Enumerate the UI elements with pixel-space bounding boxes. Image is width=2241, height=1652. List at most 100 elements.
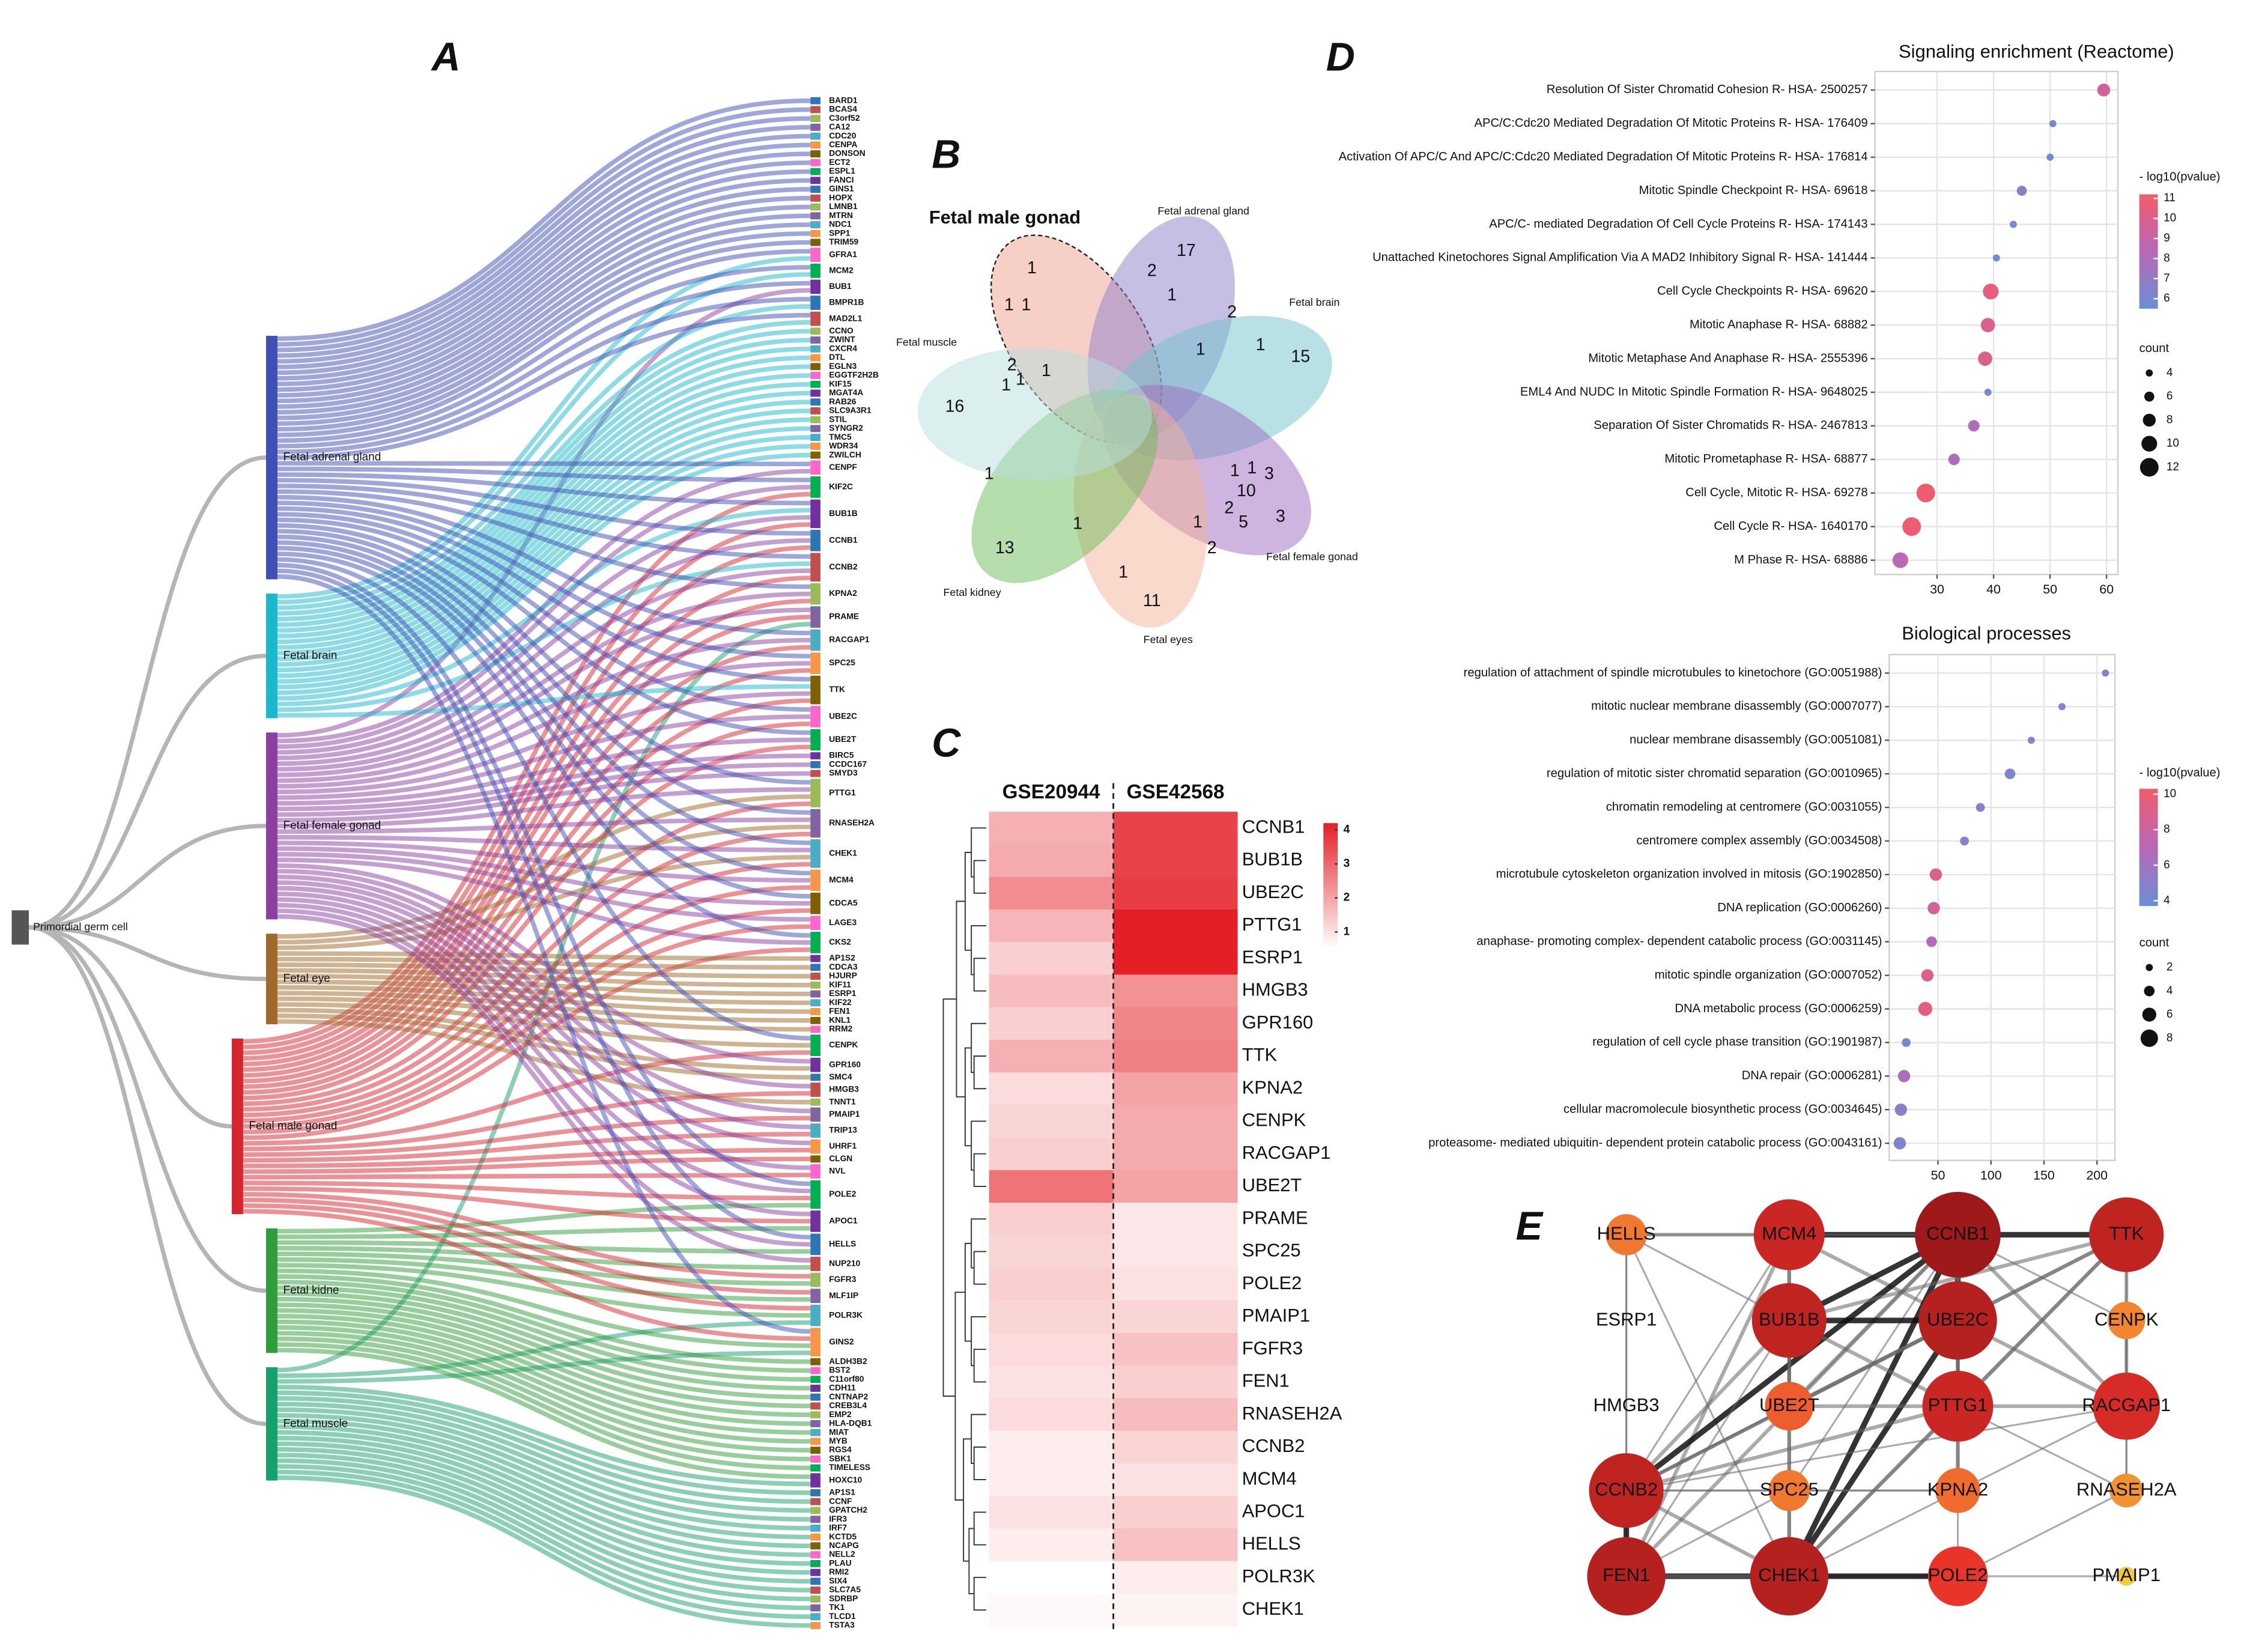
gene-label: BCAS4 [829, 105, 857, 114]
heat-cell [989, 1333, 1114, 1366]
dendrogram [973, 1055, 986, 1090]
flow [243, 1050, 811, 1146]
y-tick-label: Mitotic Prometaphase R- HSA- 68877 [1664, 452, 1867, 466]
region-count: 1 [1001, 375, 1011, 395]
flow [277, 1424, 811, 1549]
flow [277, 523, 811, 785]
gene-label: NCAPG [829, 1541, 859, 1550]
gene-node [810, 1304, 820, 1326]
node-label: TTK [2109, 1223, 2144, 1244]
gene-node [810, 1272, 820, 1287]
dendrogram [954, 1292, 965, 1501]
flow [277, 98, 811, 341]
gene-node [810, 1328, 820, 1356]
dot [1921, 969, 1934, 982]
dot [1984, 389, 1992, 396]
flow [277, 1401, 811, 1513]
y-tick-label: centromere complex assembly (GO:0034508) [1636, 834, 1882, 847]
heat-cell [989, 1137, 1114, 1171]
y-tick-label: Unattached Kinetochores Signal Amplifica… [1372, 251, 1868, 264]
y-tick-label: regulation of attachment of spindle micr… [1464, 666, 1882, 679]
y-tick-label: Mitotic Anaphase R- HSA- 68882 [1690, 318, 1868, 332]
dot [2027, 736, 2035, 744]
y-tick-label: Mitotic Spindle Checkpoint R- HSA- 69618 [1639, 184, 1868, 197]
gene-label: TIMELESS [829, 1463, 870, 1472]
gene-label: NDC1 [829, 220, 852, 229]
gene-label: PLAU [829, 1558, 852, 1567]
node [1765, 1382, 1814, 1431]
gene-label: SYNGR2 [829, 424, 863, 433]
gene-node [810, 141, 820, 149]
dot [2046, 153, 2054, 161]
colorbar-label: 8 [2164, 252, 2170, 264]
heat-cell [989, 1398, 1114, 1432]
dot [1927, 902, 1940, 915]
flow [277, 897, 811, 1194]
gene-node [810, 106, 820, 114]
flow [277, 1347, 811, 1480]
size-legend-label: 4 [2167, 985, 2173, 997]
flow [277, 545, 811, 899]
region-count: 2 [1207, 538, 1217, 557]
y-tick-label: regulation of mitotic sister chromatid s… [1547, 767, 1882, 780]
flow [277, 914, 811, 1263]
flow [277, 540, 811, 876]
gene-label: AP1S2 [829, 953, 855, 962]
gene-label: CENPK [829, 1040, 858, 1049]
gene-node [810, 380, 820, 388]
node-label: RACGAP1 [2082, 1394, 2171, 1415]
panel-label: E [1516, 1204, 1544, 1248]
flow [277, 196, 811, 404]
dendrogram [973, 958, 986, 992]
plot-frame [1874, 70, 2119, 575]
flow [277, 1413, 811, 1531]
gene-label: GPR160 [829, 1060, 861, 1069]
gene-label: KIF15 [829, 379, 852, 388]
heat-cell [989, 844, 1114, 878]
gene-label: RMI2 [829, 1567, 849, 1576]
row-label: ESRP1 [1242, 946, 1303, 967]
colorbar-label: 4 [1344, 824, 1350, 836]
panel-label: D [1326, 35, 1355, 80]
flow [277, 1296, 811, 1400]
row-label: PRAME [1242, 1207, 1308, 1228]
set-label: Fetal male gonad [929, 207, 1081, 228]
flow [277, 472, 811, 506]
gene-label: TRIP13 [829, 1126, 857, 1135]
x-tick-label: 60 [2099, 582, 2114, 597]
dot [1894, 1103, 1907, 1116]
gene-label: LMNB1 [829, 202, 858, 211]
flow [277, 1407, 811, 1522]
heat-cell [989, 942, 1114, 976]
gene-node [810, 1559, 820, 1567]
tissue-label: Fetal eye [283, 973, 330, 985]
heat-cell [1113, 1170, 1238, 1203]
x-tick-label: 150 [2033, 1168, 2055, 1182]
flow [277, 974, 811, 997]
x-tick-label: 30 [1930, 582, 1944, 597]
colorbar-label: 1 [1344, 925, 1350, 938]
gene-label: MGAT4A [829, 388, 863, 397]
heat-cell [989, 876, 1114, 910]
heat-cell [989, 1268, 1114, 1301]
y-tick-label: mitotic spindle organization (GO:0007052… [1655, 968, 1882, 982]
region-count: 1 [1042, 361, 1051, 380]
dot [1902, 517, 1921, 536]
flow [277, 320, 811, 616]
y-tick-label: Cell Cycle R- HSA- 1640170 [1714, 520, 1867, 533]
gene-label: ZWILCH [829, 450, 861, 459]
dendrogram [971, 925, 986, 976]
gene-node [810, 1455, 820, 1463]
gene-node [810, 132, 820, 140]
y-tick-label: APC/C:Cdc20 Mediated Degradation Of Mito… [1474, 117, 1867, 130]
gene-node [810, 916, 820, 931]
gene-node [810, 407, 820, 415]
tissue-label: Fetal muscle [283, 1417, 348, 1430]
flow [277, 863, 811, 1064]
y-tick-label: proteasome- mediated ubiquitin- dependen… [1428, 1136, 1882, 1149]
dot [1926, 936, 1937, 947]
tissue-label: Fetal kidne [283, 1284, 339, 1297]
y-tick-label: Activation Of APC/C And APC/C:Cdc20 Medi… [1339, 150, 1868, 163]
dot [2049, 120, 2057, 127]
row-label: CCNB1 [1242, 816, 1305, 837]
